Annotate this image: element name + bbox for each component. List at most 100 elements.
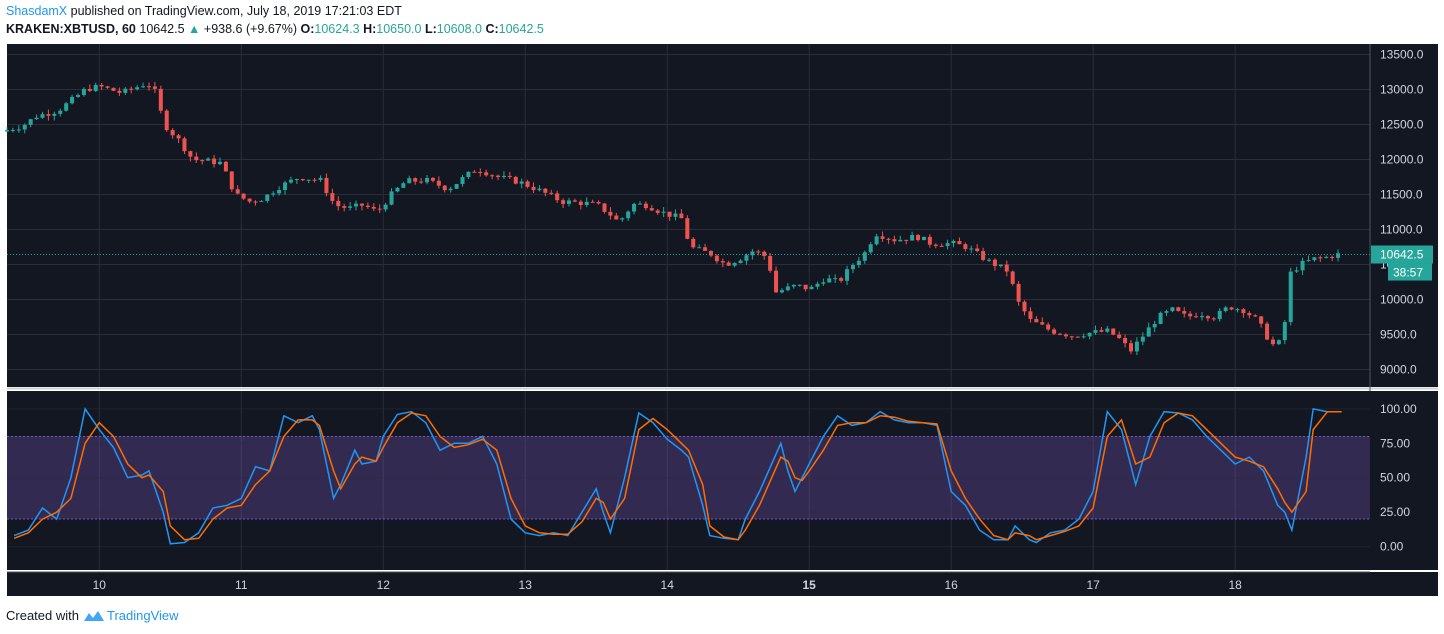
candle-body	[401, 183, 406, 188]
candle-body	[1288, 271, 1293, 323]
candle-body	[649, 208, 654, 211]
candle-body	[52, 113, 57, 116]
candle-body	[1199, 316, 1204, 318]
candle-body	[951, 240, 956, 244]
price-pane[interactable]: 9000.09500.010000.010500.011000.011500.0…	[5, 44, 1438, 570]
candle-body	[395, 187, 400, 192]
candle-body	[152, 86, 157, 89]
candle-body	[135, 87, 140, 90]
candle-body	[584, 201, 589, 206]
price-tick-label: 11000.0	[1380, 223, 1423, 237]
author-link[interactable]: ShasdamX	[6, 4, 68, 18]
candle-body	[803, 284, 808, 290]
candle-body	[93, 84, 98, 91]
candle-body	[354, 203, 359, 207]
stoch-tick-label: 25.00	[1380, 505, 1410, 519]
candle-body	[655, 210, 660, 213]
footer: Created with TradingView	[6, 608, 179, 623]
time-tick-label: 17	[1086, 578, 1100, 592]
candle-body	[58, 110, 63, 114]
candle-body	[1022, 301, 1027, 312]
candle-body	[691, 238, 696, 248]
price-tick-label: 13000.0	[1380, 83, 1424, 97]
symbol-label: KRAKEN:XBTUSD, 60	[6, 22, 136, 36]
candle-body	[910, 234, 915, 241]
candle-body	[1046, 324, 1051, 330]
tradingview-logo[interactable]: TradingView	[83, 608, 179, 623]
candle-body	[271, 193, 276, 195]
candle-body	[141, 86, 146, 88]
high-value: 10650.0	[376, 22, 422, 36]
candle-body	[288, 179, 293, 183]
stoch-tick-label: 50.00	[1380, 471, 1410, 485]
candle-body	[158, 88, 163, 111]
last-price-badge	[1371, 245, 1433, 264]
candle-body	[105, 86, 110, 88]
candle-body	[537, 188, 542, 191]
candle-body	[200, 160, 205, 162]
candle-body	[1058, 333, 1063, 335]
candle-body	[578, 201, 583, 206]
low-value: 10608.0	[436, 22, 482, 36]
candle-body	[300, 179, 305, 181]
last-price-label: 10642.5	[1380, 248, 1424, 262]
candle-body	[1123, 338, 1128, 344]
candle-body	[330, 193, 335, 201]
up-triangle-icon: ▲	[188, 22, 201, 36]
candle-body	[99, 84, 104, 87]
price-axis-bg	[1370, 44, 1438, 387]
candle-body	[123, 88, 128, 93]
candle-body	[283, 182, 288, 191]
candle-body	[117, 90, 122, 93]
chart-canvas[interactable]: 9000.09500.010000.010500.011000.011500.0…	[0, 42, 1444, 598]
candle-body	[1129, 343, 1134, 352]
candle-body	[862, 252, 867, 261]
candle-body	[726, 262, 731, 266]
price-tick-label: 13500.0	[1380, 48, 1424, 62]
candle-body	[513, 176, 518, 184]
candle-body	[1010, 271, 1015, 284]
candle-body	[259, 200, 264, 202]
candle-body	[241, 193, 246, 199]
candle-body	[833, 278, 838, 280]
candle-body	[856, 260, 861, 266]
stochastic-pane[interactable]: 0.00 25.00 50.00 75.00 100.00	[7, 391, 1438, 570]
candle-body	[312, 179, 317, 181]
candle-body	[129, 88, 134, 90]
time-tick-label: 16	[944, 578, 958, 592]
candle-body	[1111, 328, 1116, 335]
candle-body	[70, 96, 75, 104]
candle-body	[614, 215, 619, 220]
candle-body	[247, 198, 252, 202]
stoch-tick-label: 0.00	[1380, 540, 1404, 554]
high-label: H:	[363, 22, 377, 36]
candle-body	[46, 114, 51, 116]
candle-body	[40, 114, 45, 118]
candle-body	[81, 88, 86, 96]
candle-body	[685, 218, 690, 239]
candle-body	[176, 135, 181, 139]
time-tick-label: 18	[1228, 578, 1242, 592]
candle-body	[383, 204, 388, 210]
created-with-text: Created with	[6, 608, 79, 623]
candle-body	[1241, 309, 1246, 314]
candle-body	[809, 286, 814, 290]
candle-body	[1087, 332, 1092, 337]
time-axis[interactable]: 10 11 12 13 14 15 16 17 18	[7, 571, 1438, 596]
candle-body	[342, 206, 347, 208]
candle-body	[460, 177, 465, 184]
candle-body	[1330, 256, 1335, 258]
candle-body	[75, 95, 80, 97]
candle-body	[626, 211, 631, 219]
candle-body	[821, 282, 826, 284]
candle-body	[1034, 318, 1039, 323]
candle-body	[1052, 329, 1057, 334]
stoch-d-line	[13, 410, 1342, 541]
candle-body	[1152, 323, 1157, 328]
close-label: C:	[485, 22, 499, 36]
candle-body	[430, 177, 435, 181]
candle-body	[1235, 309, 1240, 311]
candle-body	[188, 151, 193, 157]
stoch-pane-bg	[7, 391, 1370, 570]
time-tick-label: 15	[803, 578, 817, 592]
